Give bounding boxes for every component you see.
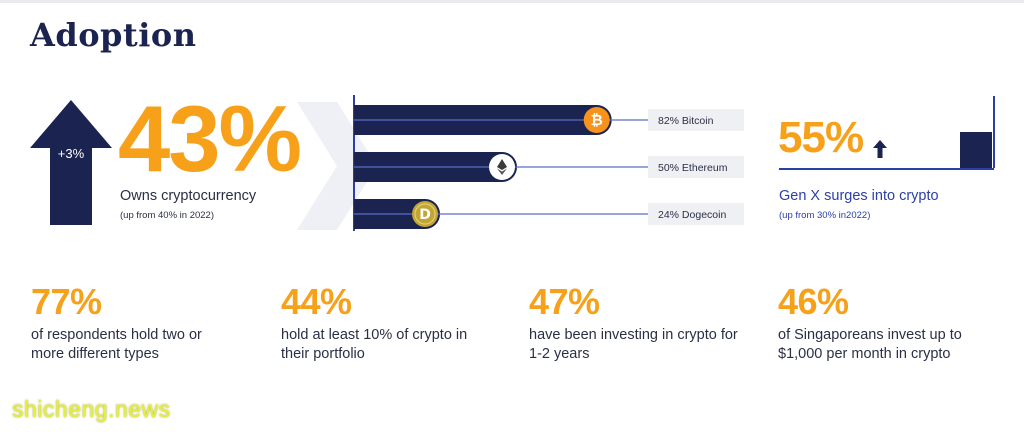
hero-sub-caption: (up from 40% in 2022) xyxy=(120,210,214,221)
ethereum-icon xyxy=(489,154,515,180)
genx-mini-bar xyxy=(960,132,992,168)
bar-row: 50% Ethereum xyxy=(354,152,744,182)
bar-row: D 24% Dogecoin xyxy=(354,199,744,229)
genx-baseline xyxy=(779,168,994,170)
bar-row: ₿ 82% Bitcoin xyxy=(354,105,744,135)
bar-label: 82% Bitcoin xyxy=(658,115,714,127)
genx-sub-caption: (up from 30% in2022) xyxy=(779,210,871,221)
stat-item: 44% hold at least 10% of crypto in their… xyxy=(281,284,511,364)
stat-description: of respondents hold two or more differen… xyxy=(31,327,202,362)
genx-caption: Gen X surges into crypto xyxy=(779,188,939,204)
stat-item: 47% have been investing in crypto for 1-… xyxy=(529,284,759,364)
stat-description: have been investing in crypto for 1-2 ye… xyxy=(529,327,738,362)
bitcoin-icon: ₿ xyxy=(583,107,610,133)
arrow-label: +3% xyxy=(57,146,85,161)
hero-percent: 43% xyxy=(118,86,302,191)
svg-text:₿: ₿ xyxy=(591,111,603,129)
big-up-arrow-icon xyxy=(30,100,112,225)
hero-caption: Owns cryptocurrency xyxy=(120,188,257,204)
bar-label-box xyxy=(648,156,744,178)
bar-label: 50% Ethereum xyxy=(658,162,728,174)
crypto-bar-chart: ₿ 82% Bitcoin 50% Ethereum D 24% Dogecoin xyxy=(353,95,744,231)
stat-number: 47% xyxy=(529,281,600,322)
watermark: shicheng.news xyxy=(12,396,171,422)
stat-item: 77% of respondents hold two or more diff… xyxy=(31,284,261,364)
genx-percent: 55% xyxy=(778,113,864,162)
stat-description: hold at least 10% of crypto in their por… xyxy=(281,327,468,362)
svg-text:D: D xyxy=(419,207,431,223)
stat-item: 46% of Singaporeans invest up to $1,000 … xyxy=(778,284,1008,364)
small-up-arrow-icon xyxy=(873,140,887,158)
stat-description: of Singaporeans invest up to $1,000 per … xyxy=(778,327,962,362)
dogecoin-icon: D xyxy=(412,201,439,227)
stat-number: 46% xyxy=(778,281,849,322)
stat-number: 44% xyxy=(281,281,352,322)
bar-label: 24% Dogecoin xyxy=(658,209,726,221)
bar-label-box xyxy=(648,109,744,131)
page-title: Adoption xyxy=(30,16,197,54)
bar-label-box xyxy=(648,203,744,225)
genx-mini-chart xyxy=(960,96,995,168)
top-divider xyxy=(0,0,1024,3)
stat-number: 77% xyxy=(31,281,102,322)
